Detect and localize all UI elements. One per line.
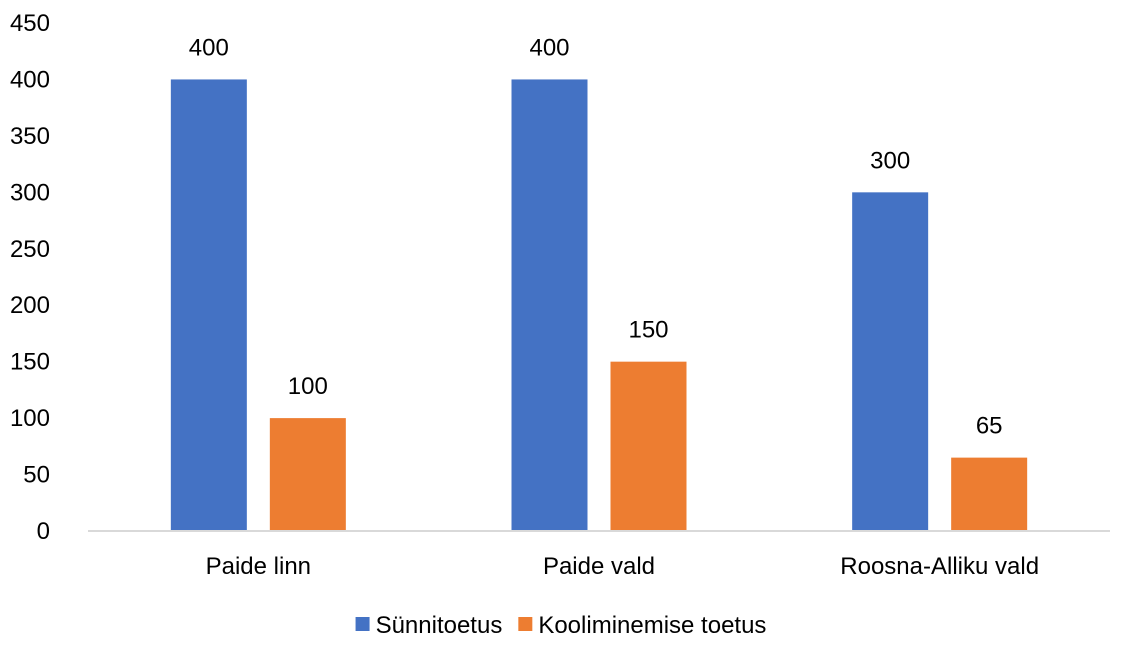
data-label: 100 (288, 373, 328, 400)
y-tick-label: 50 (23, 462, 50, 489)
y-tick-label: 300 (10, 179, 50, 206)
y-tick-label: 450 (10, 10, 50, 37)
data-label: 400 (189, 34, 229, 61)
data-label: 150 (628, 317, 668, 344)
y-tick-label: 150 (10, 349, 50, 376)
y-tick-label: 400 (10, 66, 50, 93)
y-tick-label: 200 (10, 292, 50, 319)
y-tick-label: 0 (37, 518, 50, 545)
x-axis: Paide linn Paide vald Roosna-Alliku vald (206, 553, 1039, 580)
bars (170, 79, 1028, 532)
legend-swatch (355, 617, 370, 631)
bar-sünnitoetus (170, 79, 247, 531)
legend-label: Sünnitoetus (376, 612, 503, 639)
x-category-label: Roosna-Alliku vald (840, 553, 1039, 580)
legend-swatch (518, 617, 533, 631)
data-labels: 400 100 400 150 300 65 (189, 34, 1003, 439)
y-axis: 0 50 100 150 200 250 300 350 400 450 (10, 10, 50, 545)
bar-kooliminemise-toetus (269, 418, 346, 531)
data-label: 400 (529, 34, 569, 61)
y-tick-label: 350 (10, 123, 50, 150)
legend-item: Kooliminemise toetus (518, 612, 766, 639)
data-label: 300 (870, 147, 910, 174)
bar-sünnitoetus (852, 192, 929, 532)
x-category-label: Paide linn (206, 553, 311, 580)
y-tick-label: 100 (10, 405, 50, 432)
legend: Sünnitoetus Kooliminemise toetus (355, 612, 766, 639)
y-tick-label: 250 (10, 236, 50, 263)
bar-kooliminemise-toetus (951, 457, 1028, 531)
bar-sünnitoetus (511, 79, 588, 531)
legend-label: Kooliminemise toetus (538, 612, 766, 639)
x-category-label: Paide vald (543, 553, 655, 580)
data-label: 65 (976, 413, 1003, 440)
bar-kooliminemise-toetus (610, 361, 687, 531)
legend-item: Sünnitoetus (355, 612, 503, 639)
